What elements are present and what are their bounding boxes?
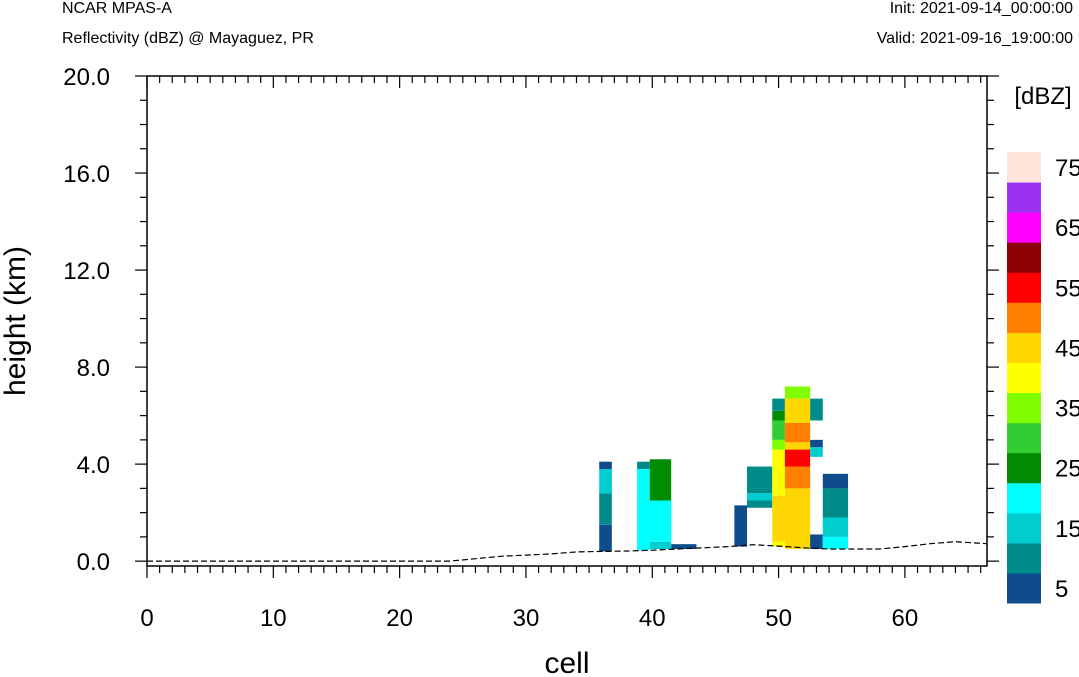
x-tick-label: 30 [513,605,540,632]
x-axis-title: cell [544,647,589,677]
reflectivity-cell-6 [649,541,672,550]
reflectivity-cell-19 [772,410,785,421]
terrain-line [147,541,988,562]
reflectivity-cell-29 [810,447,823,457]
y-tick-labels: 0.0 4.0 8.0 12.0 16.0 20.0 [63,64,110,576]
y-tick-label: 4.0 [77,452,110,479]
reflectivity-cell-18 [772,420,785,440]
x-tick-label: 50 [765,605,792,632]
x-tick-label: 20 [386,605,413,632]
axis-ticks [135,75,999,578]
reflectivity-cell-9 [671,544,697,550]
reflectivity-cell-0 [599,524,612,552]
colorbar-label: 15 [1055,516,1079,543]
reflectivity-cell-35 [822,473,849,489]
reflectivity-cell-10 [734,505,747,547]
x-tick-label: 40 [639,605,666,632]
x-tick-labels: 0 10 20 30 40 50 60 [140,605,918,632]
x-tick-label: 0 [140,605,153,632]
colorbar-swatch-20 [1007,482,1041,514]
reflectivity-cell-14 [772,541,785,547]
colorbar-swatch-60 [1007,242,1041,273]
reflectivity-cell-34 [822,488,849,518]
colorbar-swatch-45 [1007,332,1041,363]
reflectivity-cell-24 [784,442,811,450]
colorbar-label: 25 [1055,456,1079,483]
colorbar-label: 45 [1055,335,1079,362]
colorbar-label: 35 [1055,396,1079,423]
reflectivity-cells [599,386,849,552]
colorbar-swatch-15 [1007,512,1041,544]
y-tick-label: 0.0 [77,549,110,576]
colorbar-swatch-50 [1007,302,1041,333]
reflectivity-cell-15 [772,495,785,542]
y-tick-label: 20.0 [63,64,110,91]
colorbar-label: 55 [1055,275,1079,302]
reflectivity-cell-31 [810,398,823,421]
colorbar-swatch-25 [1007,452,1041,484]
reflectivity-cell-30 [810,439,823,448]
reflectivity-cell-3 [599,461,612,469]
reflectivity-cell-2 [599,468,612,494]
reflectivity-cell-8 [649,459,672,501]
reflectivity-cell-7 [649,500,672,542]
reflectivity-cell-33 [822,517,849,537]
colorbar-label: 65 [1055,215,1079,242]
reflectivity-cell-13 [747,466,773,494]
plot-frame [146,75,988,567]
reflectivity-cell-21 [784,488,811,550]
y-tick-label: 12.0 [63,258,110,285]
y-tick-label: 8.0 [77,355,110,382]
colorbar-label: 5 [1055,576,1068,603]
reflectivity-cell-12 [747,493,773,501]
init-time: Init: 2021-09-14_00:00:00 [889,0,1073,17]
y-tick-label: 16.0 [63,161,110,188]
reflectivity-cell-27 [784,386,811,399]
colorbar-units: [dBZ] [1014,83,1071,110]
reflectivity-cell-1 [599,493,612,525]
colorbar-swatch-5 [1007,572,1041,604]
x-tick-label: 10 [260,605,287,632]
colorbar-swatch-30 [1007,422,1041,454]
reflectivity-cell-4 [637,468,650,551]
colorbar-swatch-65 [1007,212,1041,243]
colorbar-swatch-10 [1007,542,1041,574]
reflectivity-cell-5 [637,461,650,469]
colorbar-swatch-55 [1007,272,1041,303]
reflectivity-cell-20 [772,398,785,411]
reflectivity-cell-26 [784,398,811,423]
reflectivity-cell-16 [772,449,785,496]
colorbar-swatch-40 [1007,362,1041,394]
reflectivity-cell-32 [822,536,849,550]
valid-time: Valid: 2021-09-16_19:00:00 [876,30,1073,47]
reflectivity-cell-25 [784,422,811,443]
reflectivity-cell-28 [810,534,823,550]
y-axis-title: height (km) [0,246,32,396]
reflectivity-cell-23 [784,449,811,467]
reflectivity-cell-11 [747,500,773,508]
model-title: NCAR MPAS-A [62,0,172,17]
reflectivity-cell-22 [784,466,811,489]
field-title: Reflectivity (dBZ) @ Mayaguez, PR [62,30,314,47]
colorbar: 5 15 25 35 45 55 65 75 [1007,152,1079,604]
x-tick-label: 60 [892,605,919,632]
colorbar-swatch-70 [1007,182,1041,213]
reflectivity-cell-17 [772,439,785,450]
colorbar-swatch-75 [1007,152,1041,183]
colorbar-swatch-35 [1007,392,1041,424]
colorbar-label: 75 [1055,155,1079,182]
